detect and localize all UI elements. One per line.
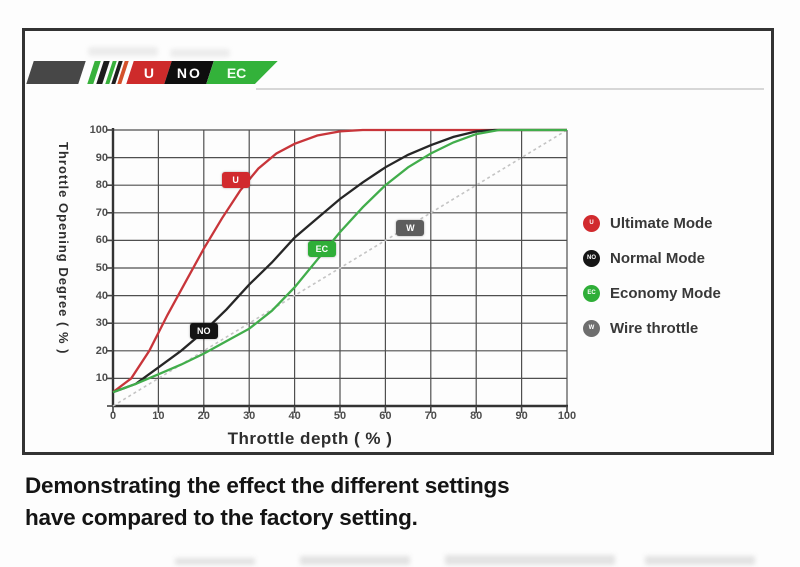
- curve-badge-u: U: [221, 171, 250, 188]
- x-tick-label: 20: [197, 410, 210, 422]
- curve-ultimate-mode: [112, 128, 567, 394]
- y-tick-label: 60: [95, 234, 108, 247]
- x-tick-label: 60: [379, 410, 392, 422]
- scan-smudge: [300, 556, 410, 565]
- y-tick-label: 40: [95, 289, 108, 302]
- scan-smudge: [175, 558, 255, 565]
- chart-frame-border: [22, 28, 774, 455]
- x-tick-label: 10: [152, 410, 165, 422]
- scan-smudge: [645, 556, 755, 565]
- y-axis-title: Throttle Opening Degree ( % ): [56, 142, 71, 355]
- legend-dot-wire-icon: W: [583, 319, 600, 337]
- legend-dot-normal-icon: NO: [583, 249, 600, 267]
- x-tick-label: 100: [557, 410, 577, 422]
- caption-line-2: have compared to the factory setting.: [25, 505, 418, 530]
- x-tick-label: 70: [424, 410, 437, 422]
- curve-economy-mode: [112, 128, 567, 394]
- y-tick-label: 20: [95, 344, 108, 357]
- legend: U Ultimate Mode NO Normal Mode EC Econom…: [583, 214, 721, 354]
- legend-item-economy: EC Economy Mode: [583, 284, 721, 302]
- curve-badge-ec: EC: [307, 240, 336, 257]
- curve-badge-no: NO: [189, 323, 218, 340]
- legend-item-ultimate: U Ultimate Mode: [583, 214, 721, 232]
- scan-smudge: [170, 49, 230, 57]
- y-tick-label: 100: [89, 124, 108, 136]
- x-tick-label: 0: [109, 410, 117, 422]
- y-tick-label: 10: [95, 372, 108, 385]
- legend-label: Wire throttle: [610, 319, 699, 337]
- x-tick-label: 50: [333, 410, 347, 422]
- scan-smudge: [88, 47, 158, 56]
- caption-line-1: Demonstrating the effect the different s…: [25, 473, 510, 498]
- x-tick-label: 90: [515, 410, 528, 422]
- legend-item-wire: W Wire throttle: [583, 319, 721, 337]
- banner-rule-line: [256, 88, 764, 90]
- x-axis-title: Throttle depth ( % ): [227, 429, 393, 448]
- curve-wire-throttle: [112, 129, 568, 407]
- figure-caption: Demonstrating the effect the different s…: [25, 470, 510, 534]
- legend-dot-ultimate-icon: U: [583, 214, 600, 232]
- curve-normal-mode: [112, 128, 567, 394]
- legend-label: Ultimate Mode: [610, 214, 713, 232]
- y-tick-label: 80: [95, 179, 108, 192]
- y-tick-label: 90: [95, 151, 108, 164]
- legend-dot-economy-icon: EC: [583, 284, 600, 302]
- legend-item-normal: NO Normal Mode: [583, 249, 721, 267]
- legend-label: Economy Mode: [610, 284, 721, 302]
- x-tick-label: 30: [243, 410, 256, 422]
- scan-smudge: [445, 555, 615, 565]
- y-tick-label: 70: [95, 206, 108, 219]
- legend-label: Normal Mode: [610, 249, 706, 267]
- x-tick-label: 40: [288, 410, 301, 422]
- y-tick-label: 30: [95, 317, 108, 330]
- x-tick-label: 80: [470, 410, 483, 422]
- y-tick-label: 50: [95, 262, 108, 274]
- curve-badge-w: W: [396, 219, 425, 236]
